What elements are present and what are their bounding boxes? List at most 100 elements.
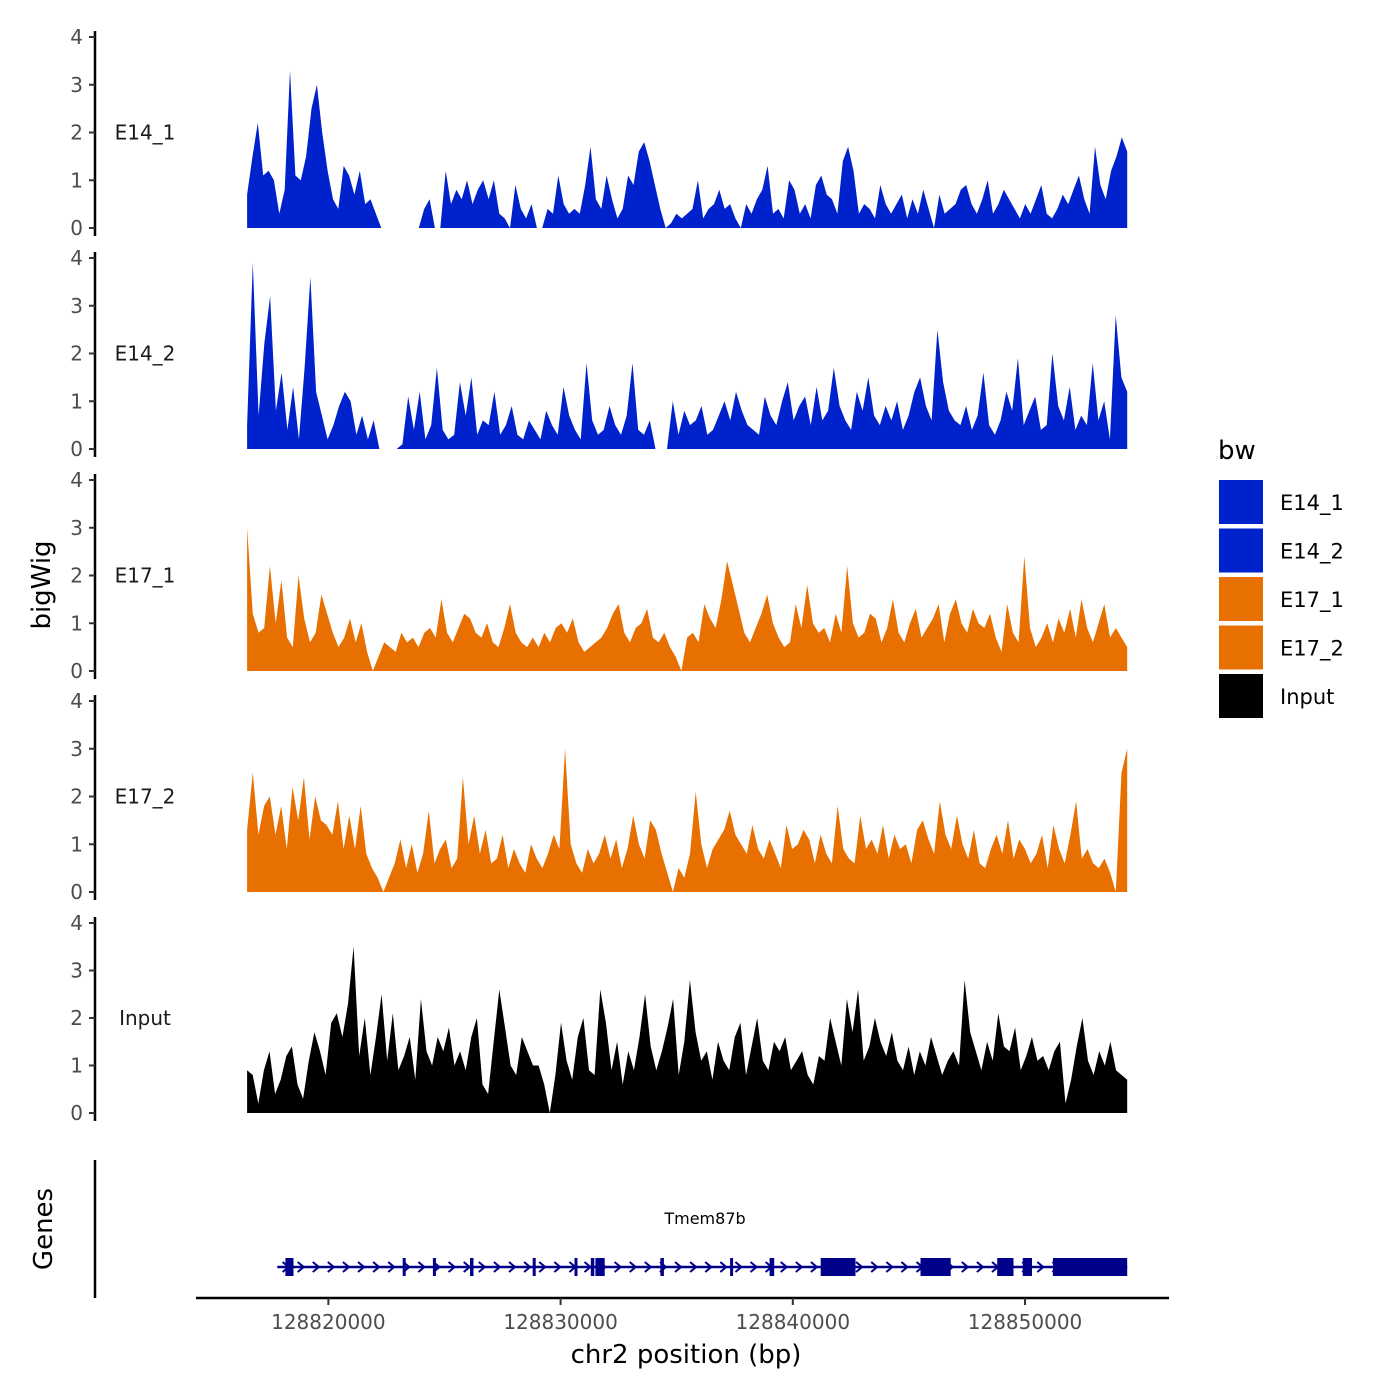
strand-arrow — [357, 1261, 366, 1273]
exon-block — [730, 1258, 734, 1276]
x-tick-label: 128840000 — [736, 1310, 851, 1334]
track-label-e17-1: E17_1 — [115, 564, 176, 588]
x-tick-label: 128830000 — [503, 1310, 618, 1334]
x-axis-title: chr2 position (bp) — [571, 1340, 802, 1370]
legend-item-e17-1: E17_1 — [1219, 577, 1344, 621]
strand-arrow — [523, 1261, 532, 1273]
y-tick-label: 2 — [70, 1006, 83, 1030]
genes-track-label: Genes — [29, 1188, 59, 1270]
strand-arrow — [297, 1261, 306, 1273]
track-label-e14-1: E14_1 — [115, 121, 176, 145]
y-tick-label: 3 — [70, 516, 83, 540]
strand-arrow — [900, 1261, 909, 1273]
y-tick-label: 3 — [70, 73, 83, 97]
exon-block — [402, 1258, 406, 1276]
strand-arrow — [417, 1261, 426, 1273]
y-tick-label: 4 — [70, 246, 83, 270]
exon-block — [595, 1258, 605, 1276]
x-axis: 128820000 128830000 128840000 128850000 — [196, 1296, 1169, 1334]
y-tick-label: 2 — [70, 785, 83, 809]
strand-arrow — [689, 1261, 698, 1273]
strand-arrow — [961, 1261, 970, 1273]
strand-arrow — [312, 1261, 321, 1273]
legend-label: E14_2 — [1280, 540, 1344, 565]
signal-area-input — [247, 946, 1128, 1113]
strand-arrow — [644, 1261, 653, 1273]
strand-arrow — [613, 1261, 623, 1273]
legend-swatch — [1219, 674, 1263, 718]
y-tick-label: 3 — [70, 737, 83, 761]
signal-area-e14-1 — [247, 70, 1128, 229]
legend-item-e14-1: E14_1 — [1219, 480, 1344, 524]
strand-arrow — [372, 1261, 381, 1273]
y-tick-label: 0 — [70, 437, 83, 461]
strand-arrow — [1036, 1261, 1045, 1273]
gene-name-label: Tmem87b — [663, 1209, 745, 1228]
x-tick-label: 128820000 — [271, 1310, 386, 1334]
panel-e17-2: 0 1 2 3 4 E17_2 — [70, 689, 1128, 904]
exon-block — [432, 1258, 436, 1276]
signal-area-e17-2 — [247, 748, 1128, 892]
legend-label: Input — [1280, 685, 1334, 709]
y-tick-label: 1 — [70, 168, 83, 192]
exon-block — [920, 1258, 951, 1276]
y-tick-label: 4 — [70, 911, 83, 935]
exon-block — [1022, 1258, 1032, 1276]
exon-block — [470, 1258, 474, 1276]
strand-arrow — [553, 1261, 562, 1273]
legend-swatch — [1219, 625, 1263, 670]
strand-arrow — [885, 1261, 894, 1273]
y-tick-label: 0 — [70, 880, 83, 904]
strand-arrow — [870, 1261, 879, 1273]
strand-arrow — [734, 1261, 743, 1273]
strand-arrow — [342, 1261, 351, 1273]
exon-block — [532, 1258, 536, 1276]
y-axis-title: bigWig — [27, 540, 57, 629]
y-tick-label: 2 — [70, 121, 83, 145]
exon-block — [997, 1258, 1014, 1276]
signal-area-e17-1 — [247, 527, 1128, 671]
strand-arrow — [749, 1261, 759, 1273]
legend-label: E14_1 — [1280, 491, 1344, 516]
strand-arrow — [629, 1261, 638, 1273]
strand-arrow — [447, 1261, 457, 1273]
exon-block — [1052, 1258, 1128, 1276]
y-tick-label: 3 — [70, 959, 83, 983]
strand-arrow — [780, 1261, 789, 1273]
strand-arrow — [387, 1261, 396, 1273]
legend-title: bw — [1218, 436, 1256, 466]
legend-item-e17-2: E17_2 — [1219, 625, 1344, 670]
legend-swatch — [1219, 528, 1263, 573]
track-label-input: Input — [119, 1006, 171, 1030]
y-tick-label: 1 — [70, 1054, 83, 1078]
x-tick-label: 128850000 — [968, 1310, 1083, 1334]
strand-arrow — [538, 1261, 547, 1273]
legend-label: E17_1 — [1280, 588, 1344, 613]
legend-item-e14-2: E14_2 — [1219, 528, 1344, 573]
panel-e14-2: 0 1 2 3 4 E14_2 — [70, 246, 1128, 461]
legend: bw E14_1 E14_2 E17_1 E17_2 Input — [1218, 436, 1344, 718]
strand-arrow — [976, 1261, 985, 1273]
strand-arrow — [508, 1261, 517, 1273]
exon-block — [574, 1258, 578, 1276]
strand-arrow — [463, 1261, 472, 1273]
y-tick-label: 1 — [70, 611, 83, 635]
panel-input: 0 1 2 3 4 Input — [70, 911, 1128, 1125]
exon-block — [285, 1258, 294, 1276]
legend-swatch — [1219, 480, 1263, 524]
strand-arrow — [478, 1261, 487, 1273]
y-tick-label: 2 — [70, 342, 83, 366]
exon-block — [660, 1258, 664, 1276]
strand-arrow — [674, 1261, 683, 1273]
signal-area-e14-2 — [247, 262, 1128, 449]
strand-arrow — [719, 1261, 728, 1273]
legend-label: E17_2 — [1280, 637, 1344, 662]
y-tick-label: 0 — [70, 1101, 83, 1125]
legend-swatch — [1219, 577, 1263, 621]
y-tick-label: 3 — [70, 294, 83, 318]
signal-panels: 0 1 2 3 4 E14_1 0 1 2 3 4 E14_2 0 1 2 3 4 E17_1 0 1 2 3 4 E17_2… — [70, 25, 1128, 1125]
y-tick-label: 4 — [70, 689, 83, 713]
exon-block — [590, 1258, 595, 1276]
strand-arrow — [704, 1261, 713, 1273]
